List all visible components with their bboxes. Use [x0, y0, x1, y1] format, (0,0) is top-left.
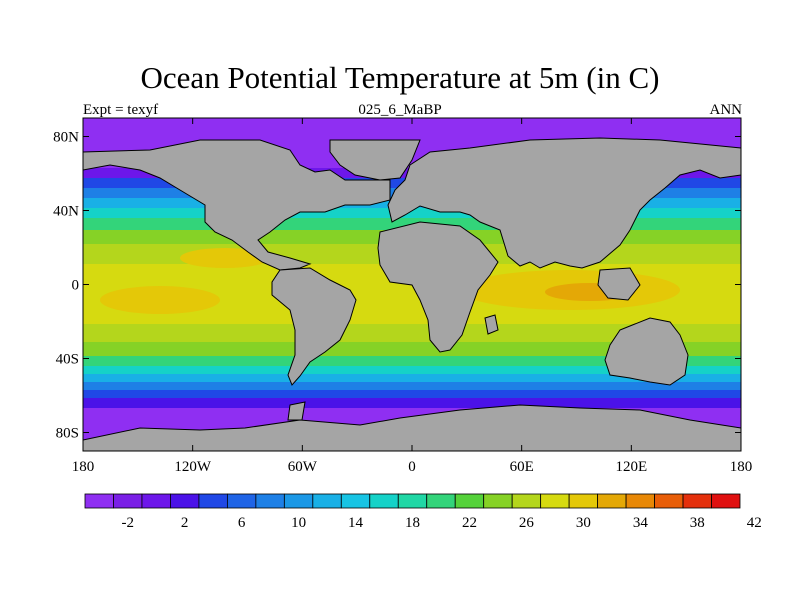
colorbar-swatch	[141, 493, 171, 509]
colorbar-label: 30	[576, 515, 591, 531]
x-tick-label: 0	[408, 459, 416, 475]
colorbar-label: 22	[462, 515, 477, 531]
colorbar-swatch	[625, 493, 655, 509]
colorbar-swatch	[426, 493, 456, 509]
greenland-landmass	[329, 139, 421, 181]
x-tick-label: 180	[72, 459, 95, 475]
colorbar-swatch	[682, 493, 712, 509]
longitude-axis: 180 120W 60W 0 60E 120E 180	[72, 118, 753, 475]
colorbar-label: 18	[405, 515, 420, 531]
colorbar-swatch	[597, 493, 627, 509]
colorbar-swatch	[397, 493, 428, 509]
colorbar-swatch	[654, 493, 684, 509]
colorbar-swatch	[483, 493, 513, 509]
colorbar-swatch	[511, 493, 542, 509]
colorbar-swatch	[198, 493, 228, 509]
colorbar-swatch	[454, 493, 485, 509]
x-tick-label: 120E	[615, 459, 647, 475]
x-tick-label: 120W	[174, 459, 212, 475]
colorbar-swatch	[369, 493, 399, 509]
colorbar-swatch	[312, 493, 342, 509]
south-america-landmass	[271, 267, 357, 386]
colorbar-swatch	[170, 493, 200, 509]
colorbar-label: 26	[519, 515, 535, 531]
y-tick-label: 40N	[53, 204, 79, 220]
madagascar-landmass	[484, 314, 499, 335]
colorbar-label: 6	[238, 515, 246, 531]
colorbar-label: -2	[121, 515, 134, 531]
maritime-continent-landmass	[597, 267, 641, 301]
y-tick-label: 0	[72, 278, 80, 294]
colorbar-label: 42	[747, 515, 762, 531]
antarctic-peninsula-landmass	[287, 401, 306, 421]
colorbar-swatch	[711, 493, 741, 509]
colorbar-label: 2	[181, 515, 189, 531]
period-label: 025_6_MaBP	[358, 102, 442, 118]
africa-landmass	[377, 221, 499, 353]
colorbar-swatch	[226, 493, 257, 509]
land-mask	[83, 137, 741, 451]
colorbar-swatch	[340, 493, 371, 509]
y-tick-label: 40S	[56, 352, 79, 368]
experiment-label: Expt = texyf	[83, 102, 159, 118]
australia-landmass	[604, 317, 689, 386]
colorbar: -2 2 6 10 14 18 22 26 30 34 38 42	[84, 493, 762, 531]
x-tick-label: 60E	[510, 459, 534, 475]
season-label: ANN	[709, 102, 743, 118]
plot-title: Ocean Potential Temperature at 5m (in C)	[140, 60, 660, 95]
colorbar-swatch	[283, 493, 314, 509]
antarctica-landmass	[83, 404, 741, 451]
colorbar-label: 38	[690, 515, 705, 531]
latitude-axis: 80N 40N 0 40S 80S	[53, 130, 741, 442]
colorbar-label: 10	[291, 515, 306, 531]
y-tick-label: 80N	[53, 130, 79, 146]
y-tick-label: 80S	[56, 426, 79, 442]
colorbar-label: 14	[348, 515, 364, 531]
colorbar-swatch	[84, 493, 114, 509]
x-tick-label: 180	[730, 459, 753, 475]
north-america-landmass	[83, 139, 391, 271]
colorbar-swatch	[113, 493, 143, 509]
colorbar-label: 34	[633, 515, 649, 531]
x-tick-label: 60W	[288, 459, 318, 475]
colorbar-swatch	[568, 493, 599, 509]
colorbar-swatch	[255, 493, 285, 509]
eurasia-landmass	[387, 137, 741, 269]
colorbar-swatch	[540, 493, 570, 509]
